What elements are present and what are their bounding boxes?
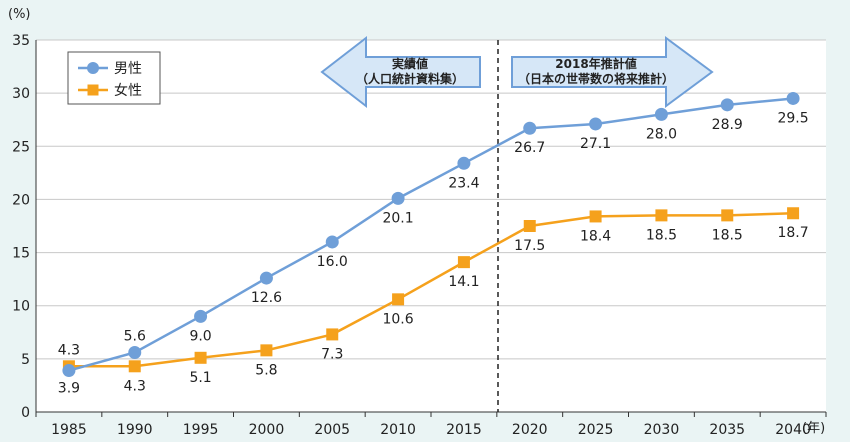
female-data-label: 17.5 [514,238,545,254]
x-tick-label: 2010 [380,422,416,438]
male-point [62,364,76,378]
female-data-label: 7.3 [321,346,343,362]
y-tick-label: 30 [12,86,30,102]
x-axis-unit: (年) [802,421,825,436]
male-data-label: 16.0 [317,254,348,270]
female-point [392,293,405,306]
female-data-label: 18.4 [580,228,611,244]
male-data-label: 23.4 [448,175,479,191]
x-tick-label: 2025 [578,422,614,438]
female-point [787,207,800,220]
y-axis-unit: (%) [8,7,31,22]
series-line [68,97,794,372]
male-point [720,98,734,112]
y-tick-label: 15 [12,246,30,262]
projection-arrow-line2: （日本の世帯数の将来推計） [518,71,674,86]
x-tick-label: 2015 [446,422,482,438]
x-tick-label: 2020 [512,422,548,438]
male-data-label: 9.0 [189,328,211,344]
legend-item-female: 女性 [78,82,142,99]
legend-box [67,51,161,105]
y-tick-labels: 0 5 10 15 20 25 30 35 [12,33,30,421]
male-data-label: 20.1 [382,210,413,226]
series-line [68,211,794,368]
x-tick-label: 2030 [644,422,680,438]
female-data-label: 4.3 [124,378,146,394]
male-point [523,121,537,135]
male-point [654,107,668,121]
male-point [325,235,339,249]
male-point [457,156,471,170]
y-tick-label: 10 [12,299,30,315]
male-data-label: 27.1 [580,136,611,152]
male-data-label: 28.9 [712,117,743,133]
male-point [589,117,603,131]
male-data-label: 3.9 [58,381,80,397]
data-labels: 3.9 5.6 9.0 12.6 16.0 20.1 23.4 26.7 27.1 28.0 28.… [58,110,809,396]
male-point [194,309,208,323]
female-point [457,256,470,269]
female-point [326,328,339,341]
x-tick-label: 1995 [183,422,219,438]
male-point [786,91,800,105]
female-data-label: 4.3 [58,342,80,358]
female-point [194,351,207,364]
x-tick-labels: 1985 1990 1995 2000 2005 2010 2015 2020 2025 2030… [35,412,827,438]
actual-arrow: 実績値 （人口統計資料集） [320,35,481,109]
male-data-label: 26.7 [514,140,545,156]
female-data-label: 18.5 [646,227,677,243]
y-tick-label: 35 [12,33,30,49]
y-tick-label: 20 [12,192,30,208]
series-layer [62,91,800,378]
female-data-label: 18.5 [712,227,743,243]
legend-label-female: 女性 [114,82,142,99]
male-point [259,271,273,285]
x-tick-label: 2000 [249,422,285,438]
actual-arrow-line2: （人口統計資料集） [356,71,464,86]
female-data-label: 18.7 [777,225,808,241]
legend-marker-square [87,84,99,96]
male-data-label: 12.6 [251,290,282,306]
male-point [128,345,142,359]
female-data-label: 10.6 [382,311,413,327]
female-point [655,209,668,222]
plot-area [36,40,826,412]
projection-arrow: 2018年推計値 （日本の世帯数の将来推計） [511,36,714,108]
x-tick-label: 1985 [51,422,87,438]
actual-arrow-line1: 実績値 [392,56,428,71]
legend-label-male: 男性 [114,61,142,77]
male-data-label: 28.0 [646,126,677,142]
male-data-label: 5.6 [124,328,146,344]
x-tick-label: 2005 [314,422,350,438]
legend-item-male: 男性 [78,61,142,77]
x-tick-label: 2035 [709,422,745,438]
female-point [721,209,734,222]
female-data-label: 5.8 [255,362,277,378]
female-point [589,210,602,223]
projection-arrow-line1: 2018年推計値 [555,56,636,71]
y-tick-label: 0 [21,405,30,421]
y-tick-label: 25 [12,139,30,155]
female-data-label: 5.1 [189,370,211,386]
female-data-label: 14.1 [448,274,479,290]
legend-marker-circle [87,62,99,74]
female-point [523,220,536,232]
male-point [391,191,405,205]
x-tick-label: 1990 [117,422,153,438]
female-point [260,344,273,357]
y-tick-label: 5 [21,352,30,368]
female-point [128,360,141,373]
legend: 男性 女性 [67,51,161,105]
x-tick-label: 2040 [775,422,811,438]
male-data-label: 29.5 [777,110,808,126]
